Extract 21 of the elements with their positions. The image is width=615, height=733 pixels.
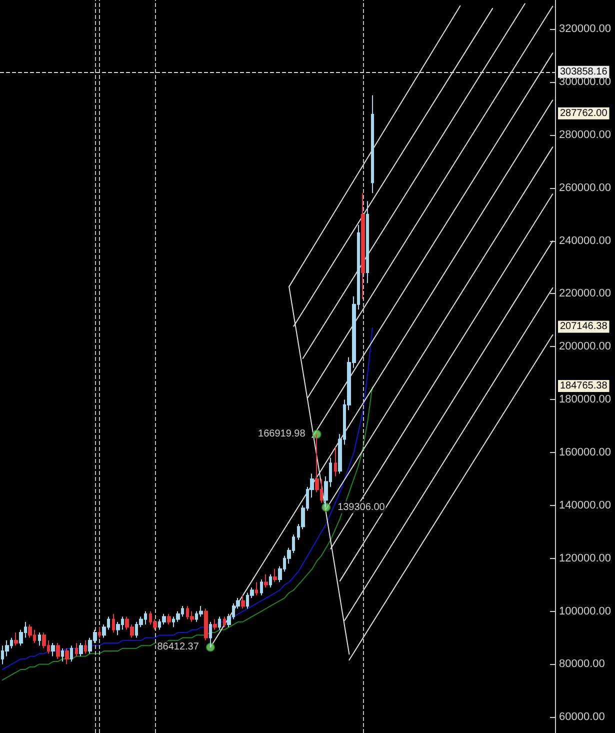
y-tick-label: 120000.00 xyxy=(559,552,611,564)
y-tick-label: 100000.00 xyxy=(559,605,611,618)
y-tick-label: 200000.00 xyxy=(559,340,611,353)
y-tick-label: 320000.00 xyxy=(559,23,611,36)
y-tick-label: 60000.00 xyxy=(559,711,605,724)
y-tick-label: 280000.00 xyxy=(559,128,611,141)
y-tick-label: 260000.00 xyxy=(559,182,611,194)
y-tick-label: 140000.00 xyxy=(559,499,611,512)
y-tick-label: 220000.00 xyxy=(559,288,611,300)
ref-line-label: 303858.16 xyxy=(560,66,608,78)
text: 207146.38 xyxy=(560,321,608,332)
y-tick-label: 240000.00 xyxy=(559,234,611,247)
y-tick-label: 160000.00 xyxy=(559,446,611,458)
y-tick-label: 180000.00 xyxy=(559,394,611,406)
text: 287762.00 xyxy=(560,108,608,119)
y-tick-label: 80000.00 xyxy=(559,658,605,670)
text: 184765.38 xyxy=(560,380,608,392)
y-tick-label: 300000.00 xyxy=(559,76,611,88)
data-label: 166919.98 xyxy=(258,428,306,440)
data-label: 139306.00 xyxy=(338,502,386,513)
data-label: 86412.37 xyxy=(157,642,200,653)
